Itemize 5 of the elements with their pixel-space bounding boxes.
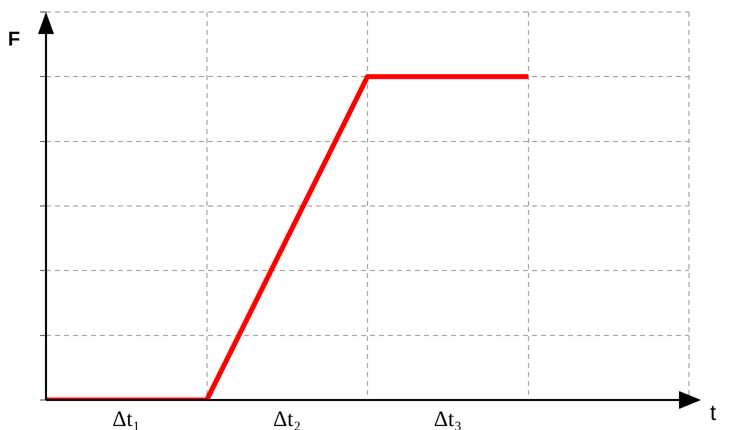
- x-axis-title: t: [710, 400, 716, 426]
- text: Δt₂: [273, 406, 302, 430]
- text: Δt₃: [434, 406, 462, 430]
- text: Δt₁: [112, 406, 140, 430]
- y-axis-title: F: [8, 28, 20, 51]
